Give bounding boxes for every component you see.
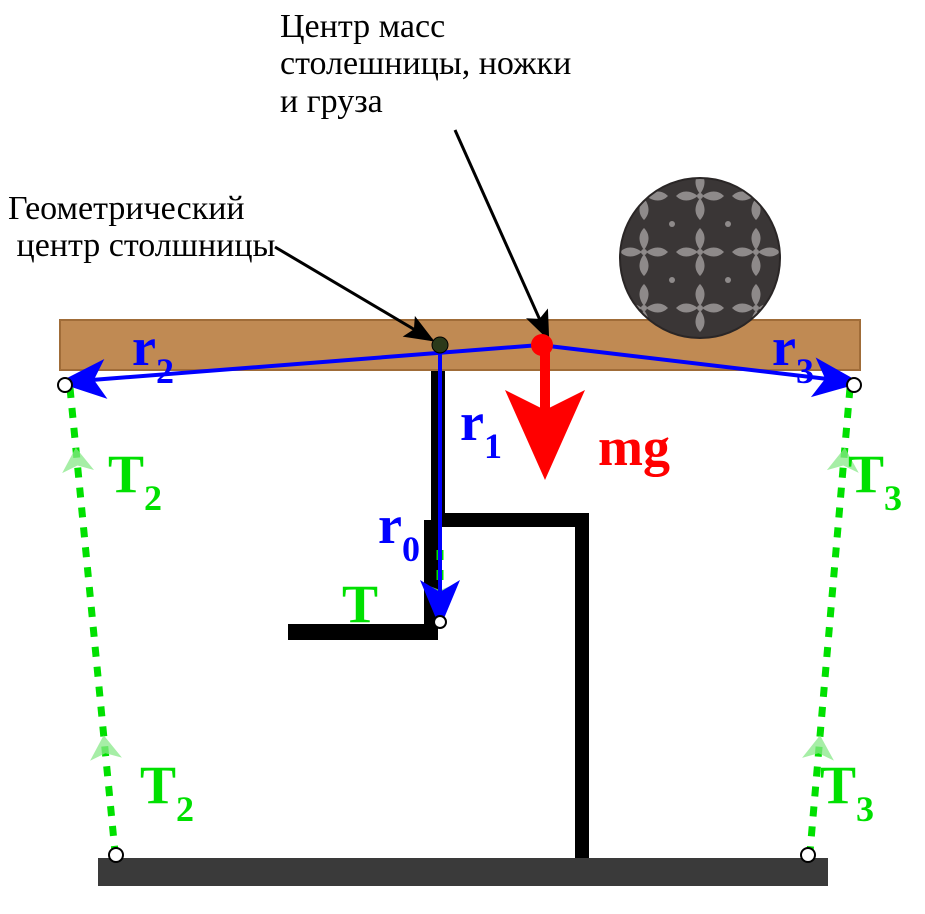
callout-com-arrow <box>455 130 548 338</box>
r0-label: r0 <box>378 496 420 563</box>
r2-label: r2 <box>132 318 174 385</box>
r1-label: r1 <box>460 393 502 460</box>
diagram-stage: Центр масс столешницы, ножки и груза Гео… <box>0 0 925 914</box>
T2-bottom-label: T2 <box>140 756 194 823</box>
floor-bar <box>98 858 828 886</box>
geometric-center-dot <box>432 337 448 353</box>
T-label: T <box>342 575 378 634</box>
T3-bottom-label: T3 <box>820 756 874 823</box>
T3-top-label: T3 <box>848 445 902 512</box>
T2-top-label: T2 <box>108 445 162 512</box>
geometric-center-label: Геометрический центр столшницы <box>8 190 275 265</box>
center-of-mass-dot <box>531 334 553 356</box>
mg-label: mg <box>598 418 670 477</box>
r3-label: r3 <box>772 318 814 385</box>
center-of-mass-label: Центр масс столешницы, ножки и груза <box>280 8 571 120</box>
weight-ball <box>620 178 780 338</box>
table-leg <box>288 371 582 858</box>
